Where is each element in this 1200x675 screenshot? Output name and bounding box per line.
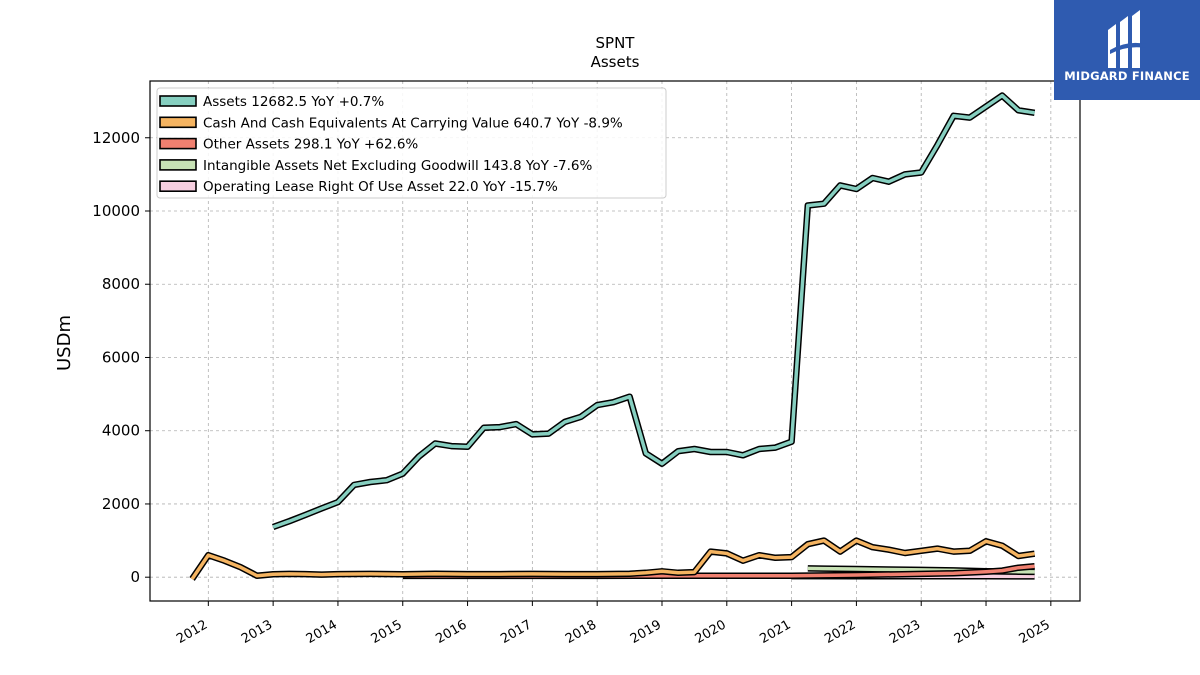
legend: Assets 12682.5 YoY +0.7% Cash And Cash Eq… xyxy=(156,87,667,199)
y-tick-label: 2000 xyxy=(102,495,140,513)
y-tick-label: 4000 xyxy=(102,422,140,440)
y-tick-label: 6000 xyxy=(102,348,140,366)
series-line xyxy=(272,93,1035,529)
series-line xyxy=(190,538,1035,580)
legend-label: Cash And Cash Equivalents At Carrying Va… xyxy=(203,115,623,131)
legend-box xyxy=(156,87,667,199)
legend-label: Other Assets 298.1 YoY +62.6% xyxy=(203,137,418,153)
legend-swatch xyxy=(159,180,197,192)
series-0 xyxy=(272,92,1036,531)
legend-label: Assets 12682.5 YoY +0.7% xyxy=(203,94,384,110)
series-layer xyxy=(189,92,1036,581)
y-tick-label: 10000 xyxy=(92,202,140,220)
plot-frame xyxy=(149,80,1081,602)
legend-swatch xyxy=(159,137,197,150)
chart-title: SPNT xyxy=(596,34,636,52)
legend-label: Operating Lease Right Of Use Asset 22.0 … xyxy=(203,179,558,195)
series-1 xyxy=(189,537,1036,581)
y-tick-label: 8000 xyxy=(102,275,140,293)
legend-swatch xyxy=(159,95,197,107)
brand-name: MIDGARD FINANCE xyxy=(1064,69,1190,83)
legend-label: Intangible Assets Net Excluding Goodwill… xyxy=(203,158,593,174)
legend-swatch xyxy=(159,116,197,129)
y-axis-label: USDm xyxy=(54,315,75,371)
legend-swatch xyxy=(159,159,197,171)
chart-subtitle: Assets xyxy=(591,53,640,71)
brand-logo: MIDGARD FINANCE xyxy=(1054,0,1200,100)
brand-mark-icon xyxy=(1108,10,1146,68)
y-tick-label: 0 xyxy=(130,568,140,586)
y-tick-label: 12000 xyxy=(92,129,140,147)
y-axis-ticks: 0 2000 4000 6000 8000 10000 12000 xyxy=(92,129,150,586)
